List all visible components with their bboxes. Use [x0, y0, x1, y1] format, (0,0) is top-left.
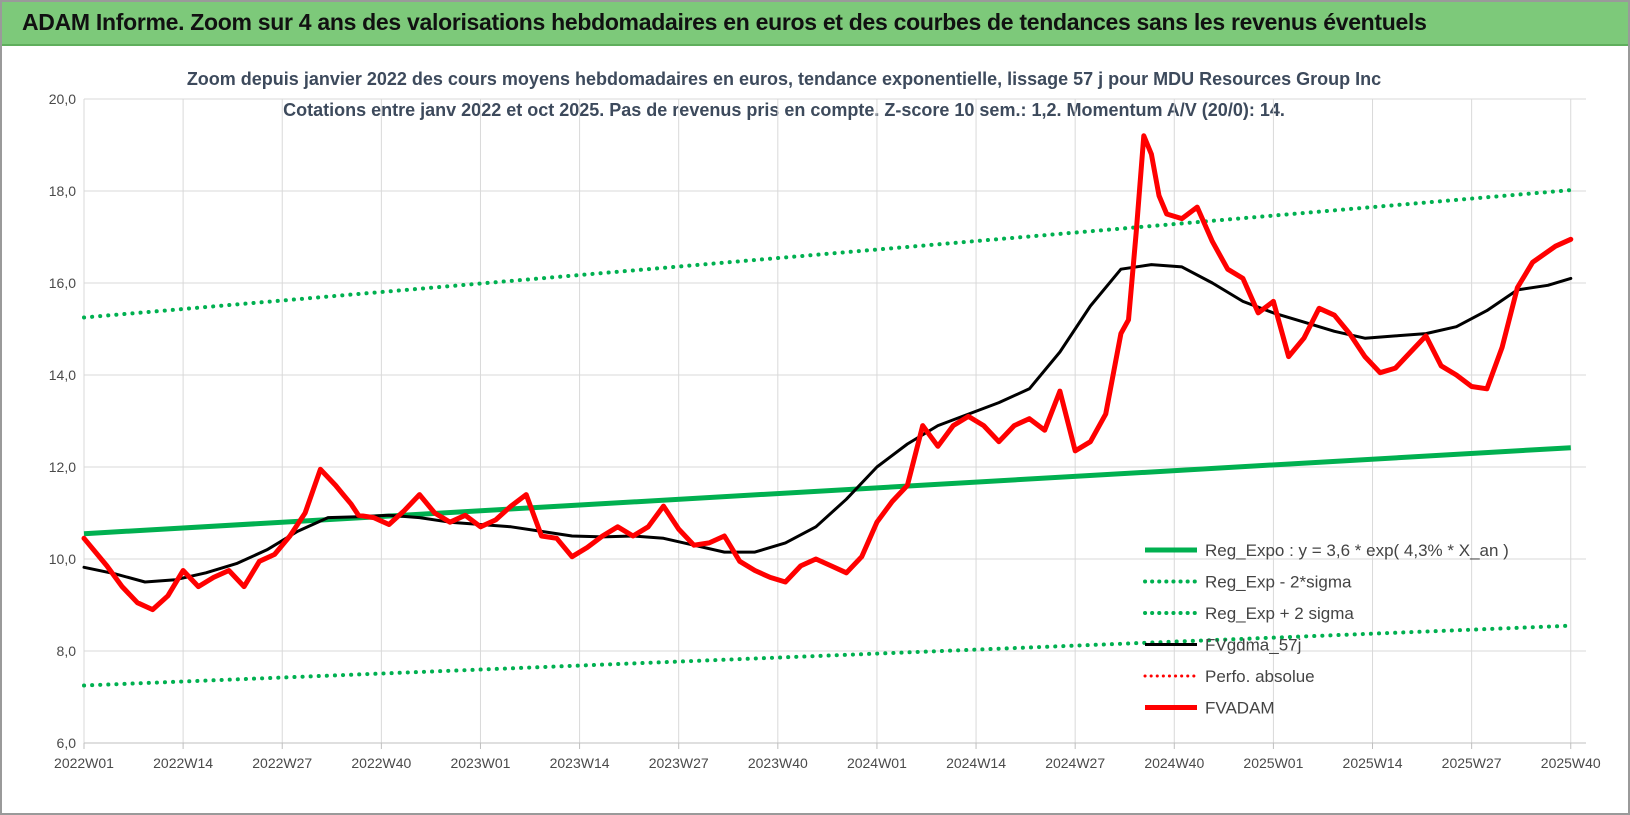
axes: 6,0 8,0 10,0 12,0 14,0 16,0 18,0 20,0 2022W01 202… — [49, 91, 1601, 771]
legend-label: FVADAM — [1205, 699, 1275, 718]
x-tick-label: 2025W14 — [1343, 755, 1403, 771]
legend: Reg_Expo : y = 3,6 * exp( 4,3% * X_an ) R… — [1143, 541, 1509, 718]
x-tick-label: 2024W14 — [946, 755, 1006, 771]
y-tick-label: 16,0 — [49, 275, 76, 291]
legend-label: Perfo. absolue — [1205, 667, 1315, 686]
series-group — [81, 133, 1574, 688]
y-tick-label: 10,0 — [49, 551, 76, 567]
y-tick-label: 12,0 — [49, 459, 76, 475]
legend-label: Reg_Exp + 2 sigma — [1205, 604, 1354, 623]
fvgdma-57j-line — [82, 263, 1573, 584]
x-tick-label: 2024W01 — [847, 755, 907, 771]
y-tick-label: 14,0 — [49, 367, 76, 383]
legend-label: Reg_Expo : y = 3,6 * exp( 4,3% * X_an ) — [1205, 541, 1509, 560]
y-tick-label: 6,0 — [57, 735, 77, 751]
fvadam-line — [81, 133, 1574, 613]
y-tick-label: 8,0 — [57, 643, 77, 659]
x-tick-label: 2023W14 — [550, 755, 610, 771]
chart-title: Zoom depuis janvier 2022 des cours moyen… — [187, 69, 1381, 89]
reg-expo-line — [83, 445, 1571, 537]
x-tick-label: 2023W01 — [450, 755, 510, 771]
legend-label: FVgdma_57j — [1205, 636, 1301, 655]
y-tick-label: 20,0 — [49, 91, 76, 107]
report-banner: ADAM Informe. Zoom sur 4 ans des valoris… — [2, 2, 1628, 46]
x-tick-label: 2025W27 — [1442, 755, 1502, 771]
x-tick-label: 2025W01 — [1243, 755, 1303, 771]
x-tick-label: 2022W27 — [252, 755, 312, 771]
reg-exp-minus-2sigma-line — [82, 623, 1573, 688]
x-tick-label: 2022W01 — [54, 755, 114, 771]
x-tick-label: 2022W40 — [351, 755, 411, 771]
legend-label: Reg_Exp - 2*sigma — [1205, 573, 1352, 592]
x-tick-label: 2024W40 — [1144, 755, 1204, 771]
x-tick-label: 2023W27 — [649, 755, 709, 771]
grid — [83, 98, 1586, 744]
report-title: ADAM Informe. Zoom sur 4 ans des valoris… — [22, 9, 1427, 35]
x-tick-label: 2023W40 — [748, 755, 808, 771]
x-tick-label: 2025W40 — [1541, 755, 1601, 771]
chart-subtitle: Cotations entre janv 2022 et oct 2025. P… — [283, 100, 1285, 120]
x-tick-label: 2024W27 — [1045, 755, 1105, 771]
reg-exp-plus-2sigma-line — [82, 188, 1573, 320]
x-tick-label: 2022W14 — [153, 755, 213, 771]
y-tick-label: 18,0 — [49, 183, 76, 199]
